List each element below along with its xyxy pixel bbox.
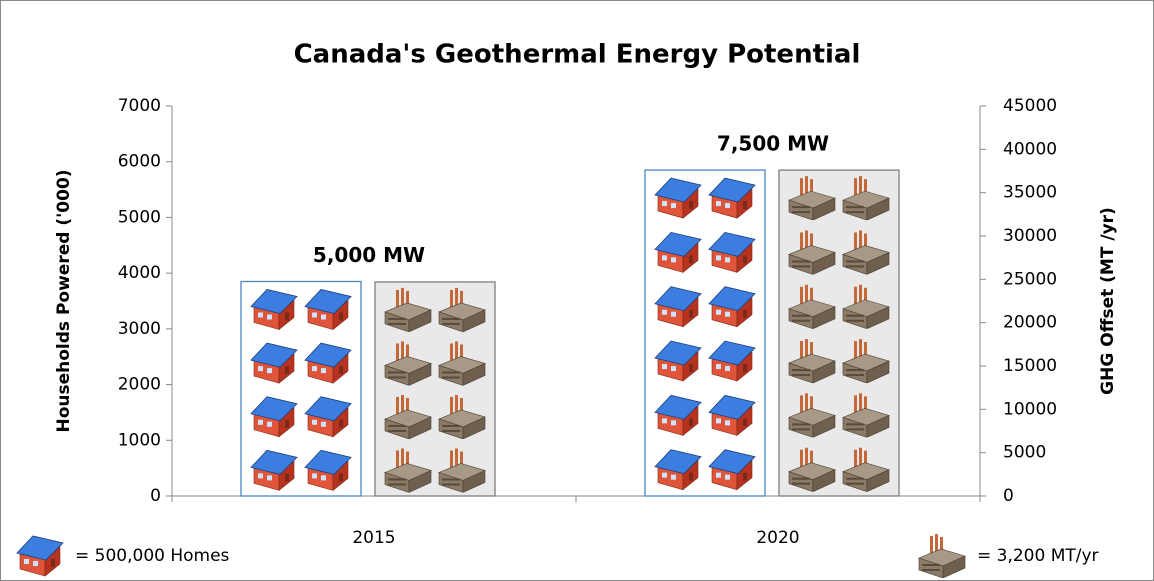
y-axis-title: Households Powered ('000) [54,169,74,432]
y2-tick-label: 0 [1003,486,1014,506]
y-tick-label: 2000 [118,375,161,395]
y-tick-label: 7000 [118,96,161,116]
x-tick-label: 2015 [352,528,395,548]
bar [240,280,362,497]
y2-tick-label: 10000 [1003,399,1057,419]
y-tick-label: 4000 [118,263,161,283]
annotation: 5,000 MW [313,243,425,267]
y2-tick-label: 35000 [1003,183,1057,203]
y-tick-label: 3000 [118,319,161,339]
y2-tick-label: 25000 [1003,269,1057,289]
y-tick-label: 1000 [118,430,161,450]
y-tick-label: 0 [150,486,161,506]
y2-tick-label: 5000 [1003,443,1046,463]
annotation: 7,500 MW [717,132,829,156]
y2-tick-label: 30000 [1003,226,1057,246]
legend-label: = 3,200 MT/yr [977,546,1099,566]
y2-tick-label: 20000 [1003,313,1057,333]
chart-title: Canada's Geothermal Energy Potential [294,40,861,70]
y2-tick-label: 40000 [1003,139,1057,159]
legend-label: = 500,000 Homes [75,546,230,566]
y-tick-label: 6000 [118,152,161,172]
bar [778,169,900,497]
y2-axis-title: GHG Offset (MT /yr) [1098,207,1118,395]
bar [644,169,766,497]
y-tick-label: 5000 [118,207,161,227]
y2-tick-label: 45000 [1003,96,1057,116]
y2-tick-label: 15000 [1003,356,1057,376]
x-tick-label: 2020 [756,528,799,548]
